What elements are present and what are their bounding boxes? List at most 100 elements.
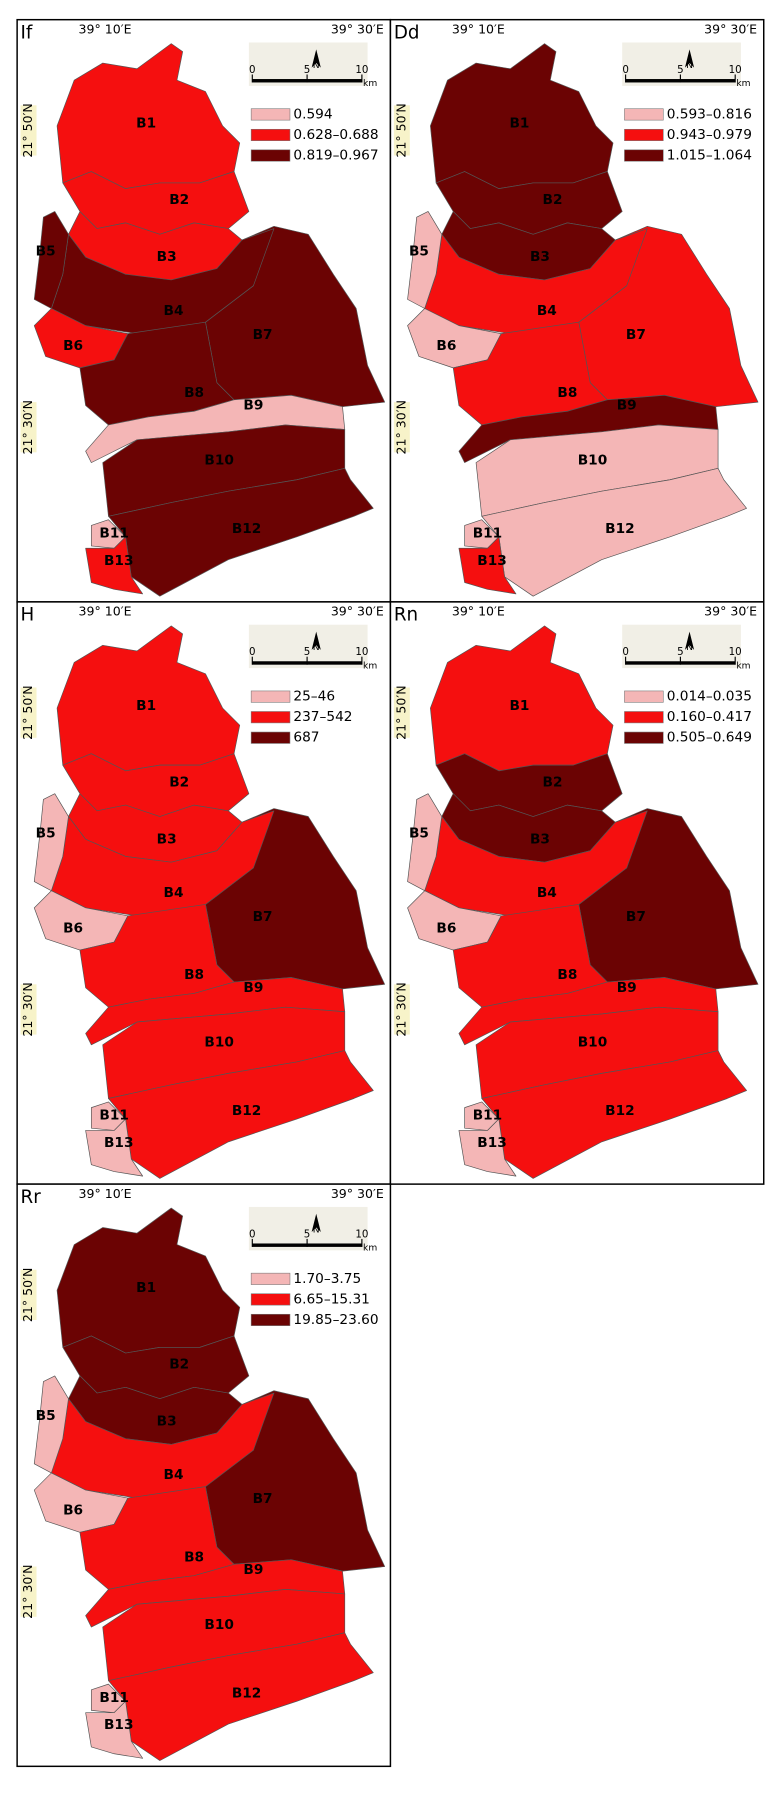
legend-swatch [250, 1313, 291, 1326]
north-arrow [311, 49, 321, 68]
legend-label: 0.943–0.979 [667, 127, 752, 143]
basin-label: B5 [36, 243, 56, 259]
basin [33, 1375, 69, 1474]
basin-label: B1 [136, 116, 156, 132]
basin-label: B10 [204, 452, 233, 468]
map-panel: B1 B2 B3 B4 B5 B6 B7 B8 B9 B10 B11 B12 B13 Rr 39° 10′E… [16, 1183, 392, 1768]
basin-label: B10 [578, 452, 607, 468]
map-panel: B1 B2 B3 B4 B5 B6 B7 B8 B9 B10 B11 B12 B13 Dd 39° 10′E… [389, 18, 765, 603]
legend-label: 0.594 [293, 106, 332, 122]
north-arrow [311, 631, 321, 650]
latitude-label-bg [20, 402, 37, 453]
basin [108, 467, 374, 597]
scale-unit: km [363, 79, 377, 89]
legend-swatch [250, 108, 291, 121]
legend-swatch [250, 731, 291, 744]
latitude-label-bg [393, 402, 410, 453]
basin-label: B9 [243, 1562, 263, 1578]
legend-swatch [250, 690, 291, 703]
basin [458, 536, 517, 595]
legend-swatch [624, 108, 664, 121]
scale-tick-label: 10 [355, 64, 368, 76]
legend-label: 237–542 [293, 709, 352, 725]
map-panel: B1 B2 B3 B4 B5 B6 B7 B8 B9 B10 B11 B12 B13 Rn 39° 10′E… [389, 601, 765, 1185]
scale-unit: km [736, 661, 750, 671]
basin-label: B5 [36, 1408, 56, 1424]
basin-label: B6 [436, 920, 456, 936]
basin [481, 467, 747, 597]
basin [108, 1050, 374, 1179]
basin [407, 211, 443, 309]
latitude-label: 21° 30′N [20, 1564, 35, 1618]
basin-label: B11 [473, 1108, 502, 1124]
scale-inset [622, 42, 741, 86]
basin [33, 211, 69, 309]
basin-label: B2 [543, 774, 563, 790]
scale-tick-label: 0 [249, 1228, 256, 1240]
legend-swatch [250, 1272, 291, 1285]
basin-label: B3 [530, 249, 550, 265]
basin-label: B6 [436, 338, 456, 354]
legend-label: 0.628–0.688 [293, 127, 378, 143]
basin-label: B12 [232, 1103, 261, 1119]
panel-title: Dd [394, 22, 420, 43]
basin-label: B4 [164, 1467, 184, 1483]
basin-label: B12 [605, 1103, 634, 1119]
basin-label: B7 [253, 327, 273, 343]
basin-label: B3 [530, 831, 550, 847]
longitude-label: 39° 10′E [79, 1186, 132, 1201]
scale-inset [248, 624, 368, 669]
latitude-label-bg [393, 984, 410, 1035]
scale-unit: km [363, 1244, 377, 1254]
basin-label: B5 [409, 243, 429, 259]
basin-label: B1 [509, 116, 529, 132]
basin-label: B8 [184, 967, 204, 983]
basin-label: B2 [169, 192, 189, 208]
scale-tick-label: 5 [304, 646, 311, 658]
latitude-label: 21° 50′N [20, 685, 35, 739]
legend-swatch [624, 149, 664, 162]
longitude-label: 39° 30′E [331, 604, 384, 619]
scale-unit: km [363, 661, 377, 671]
basin-label: B13 [477, 1135, 506, 1151]
latitude-label-bg [20, 984, 37, 1035]
basin-label: B9 [617, 980, 637, 996]
latitude-label: 21° 30′N [20, 400, 35, 454]
basin-label: B13 [104, 1717, 133, 1733]
legend-swatch [624, 128, 664, 141]
north-arrow [684, 631, 695, 650]
basin-label: B12 [605, 521, 634, 537]
basin-label: B4 [537, 303, 557, 319]
longitude-label: 39° 30′E [704, 604, 757, 619]
north-label: N [686, 61, 693, 71]
basin [108, 1632, 374, 1761]
legend-label: 0.593–0.816 [667, 106, 752, 122]
basin-label: B4 [164, 885, 184, 901]
basin-label: B11 [99, 525, 128, 541]
basin-label: B11 [99, 1690, 128, 1706]
basin-label: B8 [184, 1549, 204, 1565]
basin-label: B2 [169, 774, 189, 790]
basin-label: B1 [136, 1280, 156, 1296]
latitude-label: 21° 50′N [393, 103, 408, 157]
basin-label: B13 [104, 1135, 133, 1151]
basin-label: B8 [557, 385, 577, 401]
latitude-label-bg [20, 1566, 37, 1617]
basin-label: B3 [157, 1414, 177, 1430]
basin [85, 536, 144, 595]
basin-label: B10 [578, 1035, 607, 1051]
legend-label: 0.160–0.417 [667, 709, 752, 725]
legend-label: 6.65–15.31 [293, 1291, 370, 1307]
latitude-label: 21° 50′N [393, 685, 408, 739]
latitude-label-bg [20, 105, 37, 156]
north-arrow [684, 49, 695, 68]
longitude-label: 39° 30′E [331, 1186, 384, 1201]
legend-label: 0.505–0.649 [667, 730, 752, 746]
panel-title: H [21, 605, 35, 626]
legend-label: 0.014–0.035 [667, 689, 752, 705]
basin-label: B6 [63, 920, 83, 936]
basin-label: B4 [537, 885, 557, 901]
basin-label: B8 [184, 385, 204, 401]
basin-label: B6 [63, 338, 83, 354]
